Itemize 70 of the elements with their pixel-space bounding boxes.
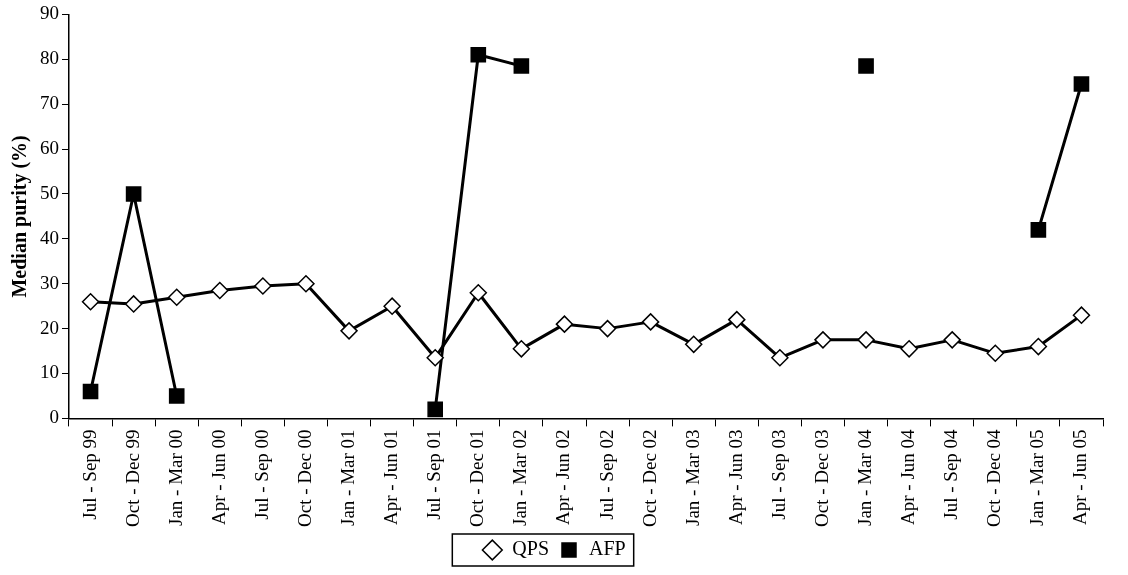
point bbox=[1072, 306, 1091, 324]
point bbox=[943, 331, 961, 349]
x-tick-label: Jul - Sep 03 bbox=[767, 429, 789, 520]
x-tick-label: Oct - Dec 04 bbox=[983, 428, 1005, 528]
x-tick-label: Oct - Dec 01 bbox=[466, 429, 488, 528]
x-tick-label: Jul - Sep 00 bbox=[250, 429, 272, 520]
y-tick-label: 20 bbox=[40, 316, 59, 338]
point bbox=[512, 340, 531, 358]
point bbox=[555, 315, 574, 333]
x-tick-label: Jan - Mar 02 bbox=[509, 429, 531, 526]
point bbox=[857, 331, 875, 349]
point bbox=[211, 281, 229, 300]
x-tick-label: Oct - Dec 03 bbox=[810, 429, 832, 528]
point bbox=[167, 288, 186, 306]
y-axis-title: Median purity (%) bbox=[8, 135, 32, 298]
y-tick-label: 80 bbox=[40, 47, 59, 69]
y-tick-label: 30 bbox=[40, 271, 59, 293]
point bbox=[426, 349, 444, 367]
point bbox=[900, 340, 918, 358]
y-tick-label: 90 bbox=[40, 2, 59, 24]
x-tick-label: Oct - Dec 00 bbox=[293, 429, 315, 528]
point bbox=[470, 46, 487, 63]
point bbox=[771, 349, 789, 367]
x-tick-label: Apr - Jun 01 bbox=[380, 429, 402, 525]
point bbox=[254, 277, 272, 295]
y-tick-label: 10 bbox=[40, 361, 59, 383]
point bbox=[1073, 76, 1090, 92]
point bbox=[986, 344, 1005, 363]
x-tick-label: Jul - Sep 01 bbox=[423, 429, 445, 520]
point bbox=[340, 322, 358, 340]
point bbox=[1029, 337, 1048, 356]
x-tick-label: Apr - Jun 00 bbox=[207, 429, 229, 525]
point bbox=[598, 319, 617, 338]
point bbox=[124, 295, 143, 313]
point bbox=[168, 388, 185, 404]
point bbox=[684, 335, 703, 354]
x-tick-label: Apr - Jun 05 bbox=[1069, 429, 1091, 525]
point bbox=[1030, 222, 1047, 238]
point bbox=[81, 292, 100, 311]
y-tick-label: 70 bbox=[40, 92, 59, 114]
x-tick-label: Jan - Mar 01 bbox=[337, 429, 359, 526]
y-tick-label: 0 bbox=[49, 406, 59, 428]
x-tick-label: Apr - Jun 04 bbox=[897, 428, 919, 525]
point bbox=[297, 274, 315, 293]
x-tick-label: Apr - Jun 02 bbox=[552, 429, 574, 525]
point bbox=[728, 310, 746, 329]
x-tick-label: Apr - Jun 03 bbox=[724, 429, 746, 525]
x-tick-label: Jul - Sep 99 bbox=[78, 429, 100, 520]
x-tick-label: Jan - Mar 03 bbox=[681, 429, 703, 526]
x-tick-label: Oct - Dec 02 bbox=[638, 429, 660, 528]
y-tick-label: 60 bbox=[40, 137, 59, 159]
point bbox=[82, 383, 99, 400]
point bbox=[513, 58, 530, 74]
point bbox=[469, 283, 488, 302]
x-tick-label: Oct - Dec 99 bbox=[121, 429, 143, 528]
point bbox=[814, 331, 832, 349]
y-tick-label: 40 bbox=[40, 226, 59, 248]
point bbox=[383, 297, 401, 315]
point bbox=[427, 401, 444, 418]
x-tick-label: Jan - Mar 00 bbox=[164, 429, 186, 526]
x-tick-label: Jul - Sep 02 bbox=[595, 429, 617, 520]
point bbox=[125, 186, 142, 202]
point bbox=[641, 313, 660, 331]
x-tick-label: Jan - Mar 05 bbox=[1026, 429, 1048, 526]
y-tick-label: 50 bbox=[40, 181, 59, 203]
x-tick-label: Jul - Sep 04 bbox=[940, 428, 962, 520]
legend-label: QPS bbox=[512, 537, 550, 560]
legend-label: AFP bbox=[589, 537, 626, 560]
x-tick-label: Jan - Mar 04 bbox=[854, 428, 876, 526]
point bbox=[858, 58, 874, 74]
